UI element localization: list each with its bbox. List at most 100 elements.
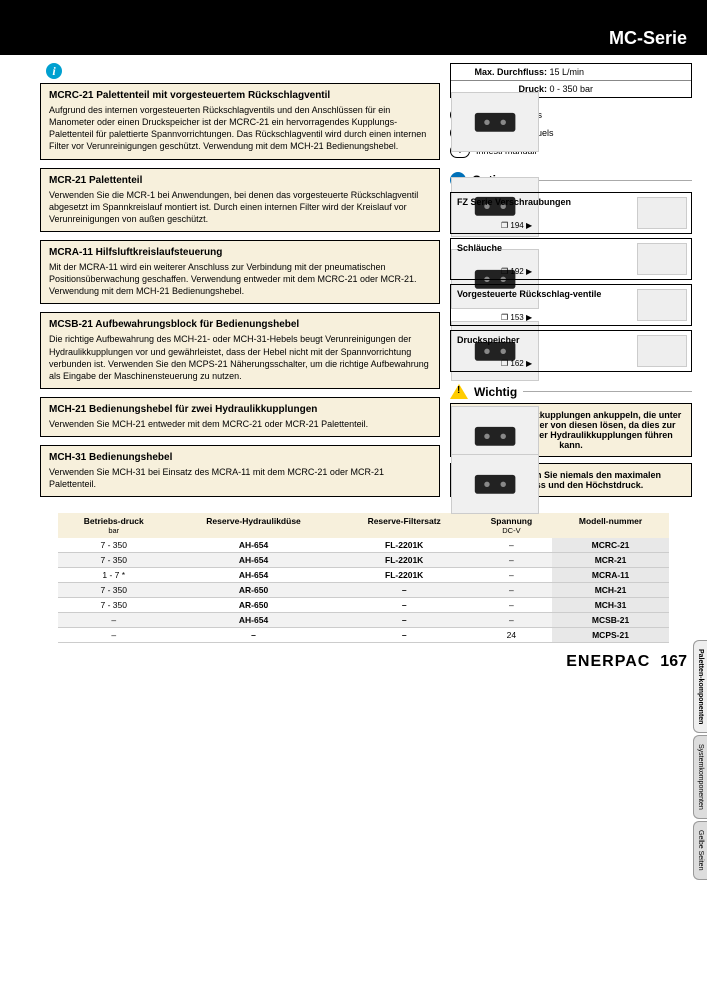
- table-header: Reserve-Hydraulikdüse: [170, 513, 338, 538]
- table-cell: MCPS-21: [552, 628, 669, 643]
- top-black-bar: [0, 0, 707, 24]
- table-cell: 7 - 350: [58, 598, 170, 613]
- table-cell: –: [58, 628, 170, 643]
- option-thumb: [637, 197, 687, 229]
- table-header: Betriebs-druckbar: [58, 513, 170, 538]
- table-cell: FL-2201K: [338, 538, 471, 553]
- product-mcra-11: MCRA-11 Hilfsluftkreislaufsteuerung Mit d…: [40, 240, 440, 304]
- table-cell: MCR-21: [552, 553, 669, 568]
- table-row: 1 - 7 *AH-654FL-2201K–MCRA-11: [58, 568, 669, 583]
- option-thumb: [637, 289, 687, 321]
- info-icon: i: [46, 63, 62, 79]
- product-desc: Die richtige Aufbewahrung des MCH-21- od…: [49, 333, 431, 382]
- option-box[interactable]: Schläuche192 ▶: [450, 238, 692, 280]
- product-title: MCH-31 Bedienungshebel: [49, 452, 431, 463]
- product-desc: Verwenden Sie MCH-21 entweder mit dem MC…: [49, 418, 431, 430]
- table-cell: FL-2201K: [338, 553, 471, 568]
- product-desc: Mit der MCRA-11 wird ein weiterer Anschl…: [49, 261, 431, 297]
- table-cell: –: [338, 613, 471, 628]
- product-image: [451, 92, 539, 152]
- option-thumb: [637, 243, 687, 275]
- brand-logo: ENERPAC: [566, 653, 650, 671]
- side-tab[interactable]: Paletten-komponenten: [693, 640, 707, 733]
- product-title: MCSB-21 Aufbewahrungsblock für Bedienung…: [49, 319, 431, 330]
- table-cell: AR-650: [170, 583, 338, 598]
- table-cell: MCH-31: [552, 598, 669, 613]
- page-number: 167: [660, 653, 687, 671]
- option-pageref: 162 ▶: [501, 359, 532, 368]
- table-row: –––24MCPS-21: [58, 628, 669, 643]
- product-desc: Aufgrund des internen vorgesteuerten Rüc…: [49, 104, 431, 153]
- table-cell: AH-654: [170, 613, 338, 628]
- option-box[interactable]: FZ Serie Verschraubungen194 ▶: [450, 192, 692, 234]
- table-cell: AH-654: [170, 538, 338, 553]
- warning-icon: [450, 384, 468, 399]
- table-cell: –: [471, 598, 552, 613]
- table-cell: MCH-21: [552, 583, 669, 598]
- table-header: Reserve-Filtersatz: [338, 513, 471, 538]
- content-row: i MCRC-21 Palettenteil mit vorgesteuerte…: [0, 55, 707, 505]
- table-cell: MCRC-21: [552, 538, 669, 553]
- option-pageref: 192 ▶: [501, 267, 532, 276]
- side-tab[interactable]: Systemkomponenten: [693, 735, 707, 819]
- product-mcr-21: MCR-21 Palettenteil Verwenden Sie die MCR…: [40, 168, 440, 232]
- table-cell: MCRA-11: [552, 568, 669, 583]
- table-row: 7 - 350AH-654FL-2201K–MCR-21: [58, 553, 669, 568]
- table-cell: –: [471, 538, 552, 553]
- table-cell: FL-2201K: [338, 568, 471, 583]
- table-cell: –: [58, 613, 170, 628]
- side-tabs: Paletten-komponenten Systemkomponenten Gel…: [693, 640, 707, 880]
- table-cell: –: [471, 583, 552, 598]
- product-title: MCH-21 Bedienungshebel für zwei Hydrauli…: [49, 404, 431, 415]
- table-cell: –: [471, 613, 552, 628]
- table-cell: –: [338, 583, 471, 598]
- side-tab[interactable]: Gelbe Seiten: [693, 821, 707, 879]
- table-row: 7 - 350AH-654FL-2201K–MCRC-21: [58, 538, 669, 553]
- table-cell: AR-650: [170, 598, 338, 613]
- flow-label: Max. Durchfluss:: [457, 67, 547, 77]
- page: MC-Serie i MCRC-21 Palettenteil mit vorg…: [0, 0, 707, 681]
- product-image: [451, 454, 539, 514]
- product-title: MCRC-21 Palettenteil mit vorgesteuertem …: [49, 90, 431, 101]
- table-cell: 1 - 7 *: [58, 568, 170, 583]
- option-box[interactable]: Vorgesteuerte Rückschlag-ventile153 ▶: [450, 284, 692, 326]
- left-column: i MCRC-21 Palettenteil mit vorgesteuerte…: [40, 63, 440, 505]
- table-cell: 7 - 350: [58, 583, 170, 598]
- table-cell: 7 - 350: [58, 538, 170, 553]
- table-row: 7 - 350AR-650––MCH-21: [58, 583, 669, 598]
- table-header: SpannungDC-V: [471, 513, 552, 538]
- table-row: –AH-654––MCSB-21: [58, 613, 669, 628]
- important-heading: Wichtig: [450, 384, 692, 399]
- spec-table: Betriebs-druckbarReserve-HydraulikdüseRe…: [58, 513, 669, 643]
- table-cell: AH-654: [170, 553, 338, 568]
- product-title: MCR-21 Palettenteil: [49, 175, 431, 186]
- table-cell: –: [338, 628, 471, 643]
- table-cell: MCSB-21: [552, 613, 669, 628]
- flow-value: 15 L/min: [550, 67, 585, 77]
- table-cell: AH-654: [170, 568, 338, 583]
- pressure-value: 0 - 350 bar: [550, 84, 594, 94]
- product-mch-31: MCH-31 Bedienungshebel Verwenden Sie MCH-…: [40, 445, 440, 497]
- product-mch-21: MCH-21 Bedienungshebel für zwei Hydrauli…: [40, 397, 440, 437]
- product-title: MCRA-11 Hilfsluftkreislaufsteuerung: [49, 247, 431, 258]
- table-row: 7 - 350AR-650––MCH-31: [58, 598, 669, 613]
- table-header: Modell-nummer: [552, 513, 669, 538]
- table-cell: –: [471, 553, 552, 568]
- table-cell: –: [170, 628, 338, 643]
- option-pageref: 194 ▶: [501, 221, 532, 230]
- product-mcrc-21: MCRC-21 Palettenteil mit vorgesteuertem …: [40, 83, 440, 160]
- important-title: Wichtig: [474, 385, 517, 399]
- table-cell: –: [338, 598, 471, 613]
- product-mcsb-21: MCSB-21 Aufbewahrungsblock für Bedienung…: [40, 312, 440, 389]
- spec-table-wrap: Betriebs-druckbarReserve-HydraulikdüseRe…: [58, 513, 669, 643]
- table-cell: –: [471, 568, 552, 583]
- option-box[interactable]: Druckspeicher162 ▶: [450, 330, 692, 372]
- option-thumb: [637, 335, 687, 367]
- page-footer: ENERPAC 167: [0, 643, 707, 681]
- table-cell: 24: [471, 628, 552, 643]
- product-desc: Verwenden Sie MCH-31 bei Einsatz des MCR…: [49, 466, 431, 490]
- series-title-bar: MC-Serie: [0, 24, 707, 55]
- option-pageref: 153 ▶: [501, 313, 532, 322]
- table-cell: 7 - 350: [58, 553, 170, 568]
- product-desc: Verwenden Sie die MCR-1 bei Anwendungen,…: [49, 189, 431, 225]
